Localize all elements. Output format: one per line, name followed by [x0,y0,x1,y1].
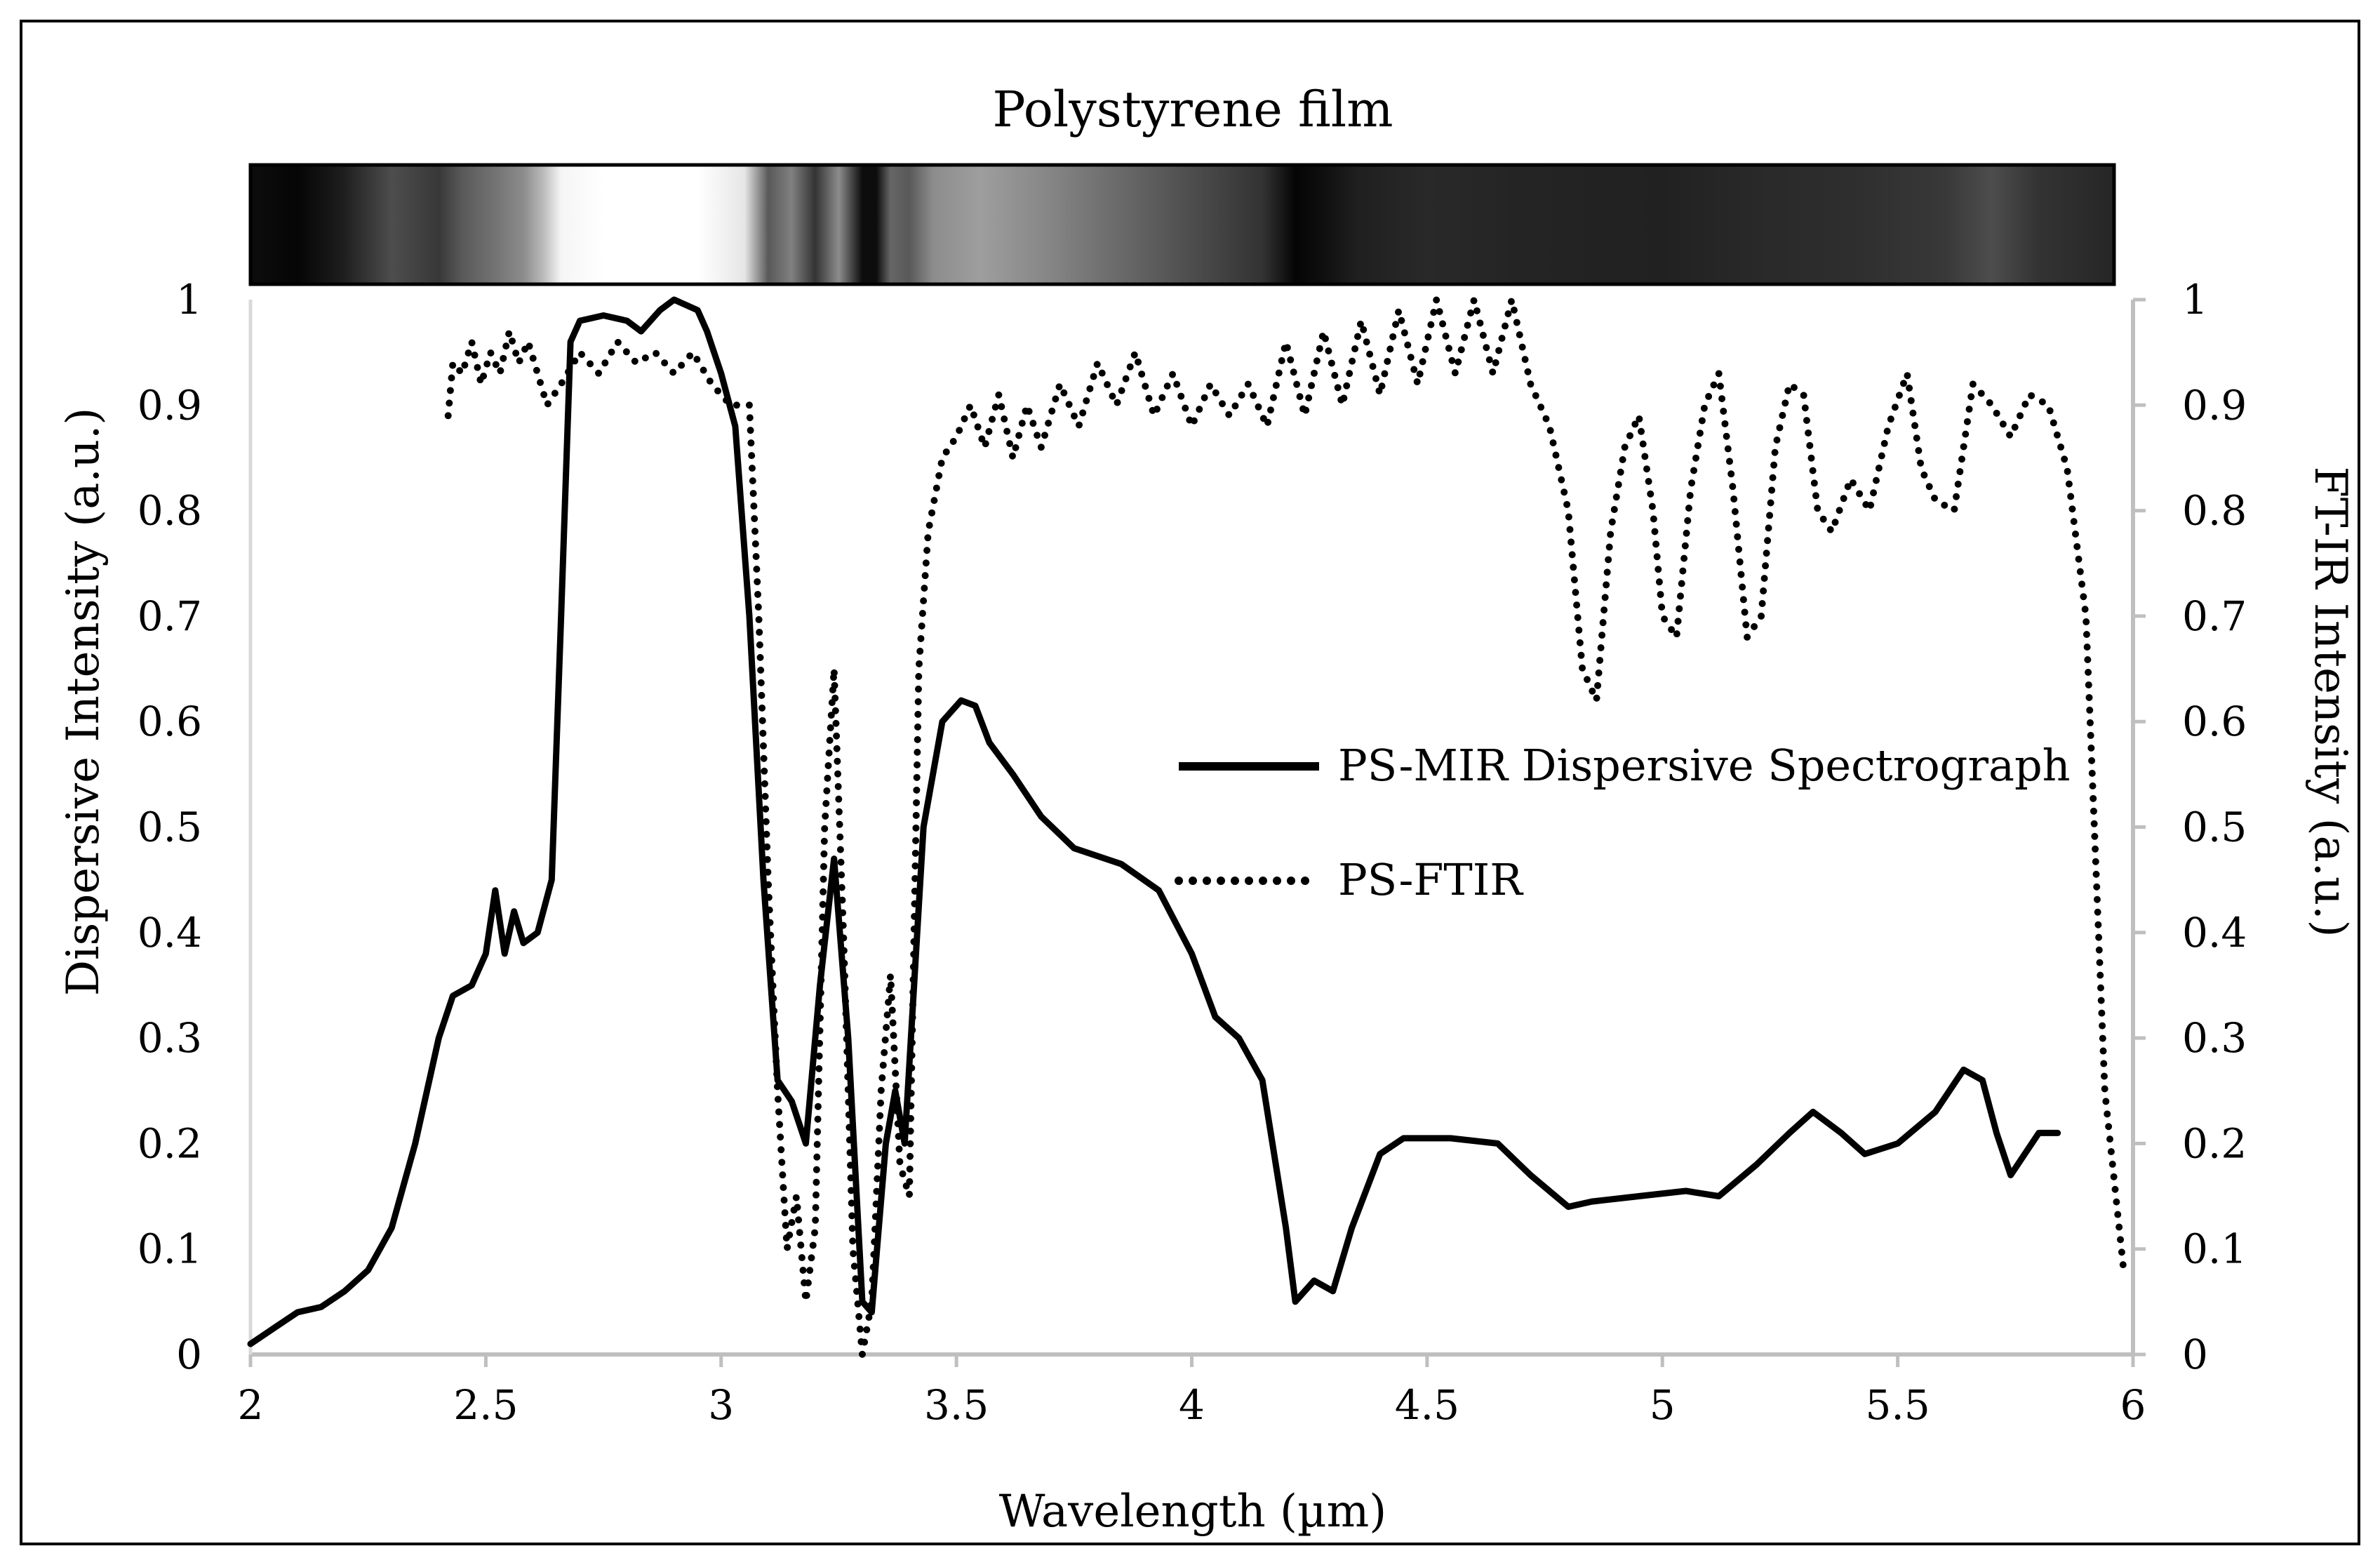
x-tick-label: 5 [1650,1381,1676,1429]
y2-tick-label: 0.7 [2182,592,2247,640]
x-tick-label: 4 [1179,1381,1205,1429]
spectrum-strip [248,163,2116,286]
x-tick-label: 3 [708,1381,734,1429]
chart-title: Polystyrene film [992,81,1393,138]
y-tick-label: 0 [176,1331,202,1378]
y-tick-label: 0.6 [138,698,202,745]
y-tick-label: 0.9 [138,381,202,429]
x-axis-title: Wavelength (µm) [999,1486,1386,1538]
series-line-ftir [444,296,2127,1358]
y-tick-label: 0.3 [138,1014,202,1062]
series-layer [247,296,2127,1358]
x-tick-label: 3.5 [924,1381,989,1429]
x-tick-label: 6 [2120,1381,2146,1429]
y2-tick-label: 0.8 [2182,487,2247,535]
y2-axis-title: FT-IR Intensity (a.u.) [2304,466,2356,937]
series-line-dispersive [247,296,2061,1347]
y-tick-label: 0.2 [138,1119,202,1167]
x-tick-label: 4.5 [1395,1381,1459,1429]
y2-tick-label: 0.3 [2182,1014,2247,1062]
y-tick-label: 0.1 [138,1225,202,1273]
x-tick-label: 5.5 [1866,1381,1930,1429]
y-tick-label: 0.4 [138,909,202,957]
y-tick-label: 0.5 [138,804,202,851]
y2-tick-label: 0.6 [2182,698,2247,745]
y2-tick-label: 0.2 [2182,1119,2247,1167]
y-axis-title: Dispersive Intensity (a.u.) [58,408,109,997]
legend: PS-MIR Dispersive Spectrograph PS-FTIR [1175,740,2071,905]
y2-tick-label: 0 [2182,1331,2208,1378]
legend-label-dispersive: PS-MIR Dispersive Spectrograph [1338,740,2071,791]
y2-tick-label: 0.5 [2182,804,2247,851]
x-tick-label: 2.5 [453,1381,518,1429]
y-tick-label: 1 [176,276,202,324]
tick-label-layer: 2 2.5 3 3.5 4 4.5 5 5.5 600.10.20.30.40.50.60.70… [138,276,2247,1429]
y-tick-label: 0.8 [138,487,202,535]
legend-label-ftir: PS-FTIR [1338,854,1524,905]
x-tick-label: 2 [238,1381,264,1429]
y2-tick-label: 0.4 [2182,909,2247,957]
y-tick-label: 0.7 [138,592,202,640]
y2-tick-label: 0.1 [2182,1225,2247,1273]
y2-tick-label: 1 [2182,276,2208,324]
y2-tick-label: 0.9 [2182,381,2247,429]
